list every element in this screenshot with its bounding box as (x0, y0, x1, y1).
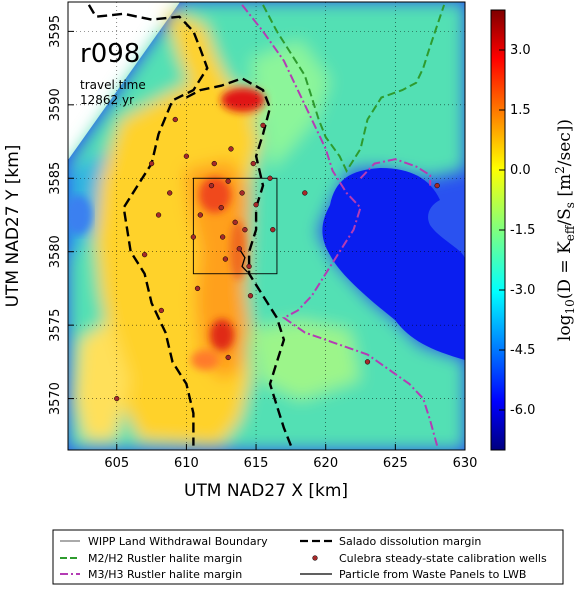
legend-item-wlb: WIPP Land Withdrawal Boundary (60, 535, 268, 548)
calibration-well (141, 251, 148, 258)
x-tick-label: 610 (174, 456, 199, 471)
x-tick-label: 625 (383, 456, 408, 471)
legend-item-particle: Particle from Waste Panels to LWB (300, 568, 526, 581)
calibration-well (247, 293, 254, 299)
calibration-well (194, 285, 201, 292)
calibration-well (218, 204, 224, 211)
y-tick-label: 3580 (48, 235, 63, 268)
colorbar-label-text: log10(D = Keff/Ss [m2/sec]) (553, 119, 577, 341)
calibration-well (208, 182, 215, 189)
realization-label: r098 (80, 39, 140, 69)
calibration-well (253, 202, 259, 208)
colorbar-tick-label: 1.5 (510, 103, 531, 118)
legend-label-salado: Salado dissolution margin (339, 535, 481, 548)
calibration-well (364, 359, 371, 365)
calibration-well (183, 153, 190, 159)
calibration-well (250, 160, 256, 167)
travel-time-label: travel time (80, 78, 146, 92)
calibration-well (167, 190, 173, 196)
calibration-well (197, 212, 203, 218)
y-tick-label: 3575 (48, 309, 63, 342)
calibration-well (158, 307, 164, 314)
calibration-well (236, 246, 242, 252)
x-axis-ticks: 605 610 615 620 625 630 (104, 444, 477, 471)
x-tick-label: 620 (313, 456, 338, 471)
legend-item-m3h3: M3/H3 Rustler halite margin (60, 568, 242, 581)
colorbar-tick-label: 3.0 (510, 43, 531, 58)
calibration-well (211, 160, 217, 167)
legend-box (52, 529, 564, 585)
colorbar-tick-label: 0.0 (510, 163, 531, 178)
legend-item-wells: Culebra steady-state calibration wells (312, 552, 547, 565)
calibration-well (225, 354, 231, 361)
y-tick-label: 3590 (48, 88, 63, 121)
legend-well-marker (312, 555, 318, 561)
calibration-well (246, 263, 252, 270)
x-axis-label: UTM NAD27 X [km] (184, 481, 348, 501)
salado-margin-line (87, 4, 209, 446)
legend-label-m2h2: M2/H2 Rustler halite margin (88, 552, 242, 565)
colorbar-tick-label: -6.0 (510, 403, 535, 418)
calibration-well (114, 395, 120, 402)
wlb-boundary (192, 177, 278, 275)
colorbar-ticks: 3.0 1.5 0.0 -1.5 -3.0 -4.5 -6.0 (499, 43, 535, 418)
calibration-well (222, 256, 229, 262)
legend-label-particle: Particle from Waste Panels to LWB (339, 568, 526, 581)
map-overlays (87, 4, 446, 447)
calibration-well (270, 227, 276, 233)
particle-path (238, 248, 249, 273)
calibration-well (239, 190, 245, 196)
legend-item-salado: Salado dissolution margin (300, 535, 481, 548)
legend-label-wlb: WIPP Land Withdrawal Boundary (88, 535, 268, 548)
calibration-well (260, 122, 266, 129)
legend-item-m2h2: M2/H2 Rustler halite margin (60, 552, 242, 565)
calibration-well (219, 234, 226, 240)
calibration-well (148, 160, 155, 167)
salado-margin-line-east (185, 77, 293, 447)
calibration-well (190, 234, 197, 240)
legend-label-m3h3: M3/H3 Rustler halite margin (88, 568, 242, 581)
x-tick-label: 615 (244, 456, 269, 471)
y-axis-ticks: 3570 3575 3580 3585 3590 3595 (48, 15, 74, 415)
calibration-well (228, 146, 234, 152)
calibration-well (267, 175, 273, 181)
colorbar-label: log10(D = Keff/Ss [m2/sec]) (553, 119, 577, 341)
y-axis-label: UTM NAD27 Y [km] (3, 145, 23, 308)
legend-label-wells: Culebra steady-state calibration wells (339, 552, 547, 565)
colorbar-tick-label: -1.5 (510, 223, 535, 238)
y-tick-label: 3570 (48, 382, 63, 415)
m2h2-margin-line (262, 4, 446, 173)
y-tick-label: 3595 (48, 15, 63, 48)
calibration-well (302, 190, 308, 196)
m3h3-margin-lobe (359, 158, 432, 186)
calibration-well (225, 178, 231, 184)
plot-frame (67, 1, 466, 451)
calibration-well (232, 219, 238, 225)
y-tick-label: 3585 (48, 162, 63, 195)
calibration-well (155, 212, 162, 218)
calibration-well (434, 182, 440, 189)
heatmap-field (68, 2, 465, 450)
colorbar-tick-label: -4.5 (510, 343, 535, 358)
m3h3-margin-line (241, 4, 439, 446)
colorbar-tick-label: -3.0 (510, 283, 535, 298)
x-tick-label: 605 (104, 456, 129, 471)
travel-time-value: 12862 yr (80, 93, 134, 107)
calibration-well (242, 227, 248, 233)
calibration-well (172, 116, 178, 123)
x-tick-label: 630 (453, 456, 478, 471)
